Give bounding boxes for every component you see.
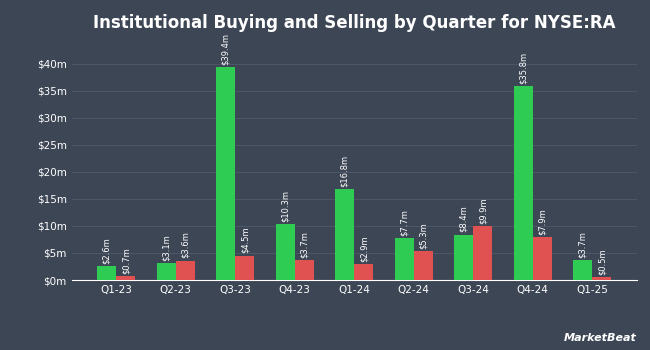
Bar xyxy=(533,237,552,280)
Text: $3.7m: $3.7m xyxy=(300,231,309,258)
Bar xyxy=(395,238,414,280)
Bar xyxy=(354,264,373,280)
Text: $5.3m: $5.3m xyxy=(419,222,428,249)
Text: $7.9m: $7.9m xyxy=(538,208,547,235)
Text: $0.7m: $0.7m xyxy=(122,247,130,274)
Bar xyxy=(216,67,235,280)
Bar xyxy=(98,266,116,280)
Bar xyxy=(414,251,433,280)
Title: Institutional Buying and Selling by Quarter for NYSE:RA: Institutional Buying and Selling by Quar… xyxy=(93,14,616,32)
Bar xyxy=(514,86,533,280)
Text: $3.6m: $3.6m xyxy=(181,231,190,258)
Text: $39.4m: $39.4m xyxy=(221,33,230,65)
Text: $10.3m: $10.3m xyxy=(281,190,290,222)
Bar xyxy=(276,224,294,280)
Bar xyxy=(335,189,354,280)
Text: $2.6m: $2.6m xyxy=(102,237,111,264)
Text: $3.1m: $3.1m xyxy=(162,234,171,261)
Bar xyxy=(592,277,611,280)
Text: $3.7m: $3.7m xyxy=(578,231,587,258)
Bar xyxy=(235,256,254,280)
Bar xyxy=(294,260,314,280)
Text: $7.7m: $7.7m xyxy=(400,209,409,236)
Text: $0.5m: $0.5m xyxy=(597,248,606,275)
Bar xyxy=(157,263,176,280)
Text: $4.5m: $4.5m xyxy=(240,227,249,253)
Text: $2.9m: $2.9m xyxy=(359,236,369,262)
Text: MarketBeat: MarketBeat xyxy=(564,333,637,343)
Bar xyxy=(116,276,135,280)
Text: $35.8m: $35.8m xyxy=(519,52,528,84)
Bar xyxy=(573,260,592,280)
Bar xyxy=(454,234,473,280)
Bar xyxy=(473,226,492,280)
Text: $16.8m: $16.8m xyxy=(340,155,349,187)
Text: $8.4m: $8.4m xyxy=(460,206,468,232)
Text: $9.9m: $9.9m xyxy=(478,198,488,224)
Bar xyxy=(176,260,195,280)
